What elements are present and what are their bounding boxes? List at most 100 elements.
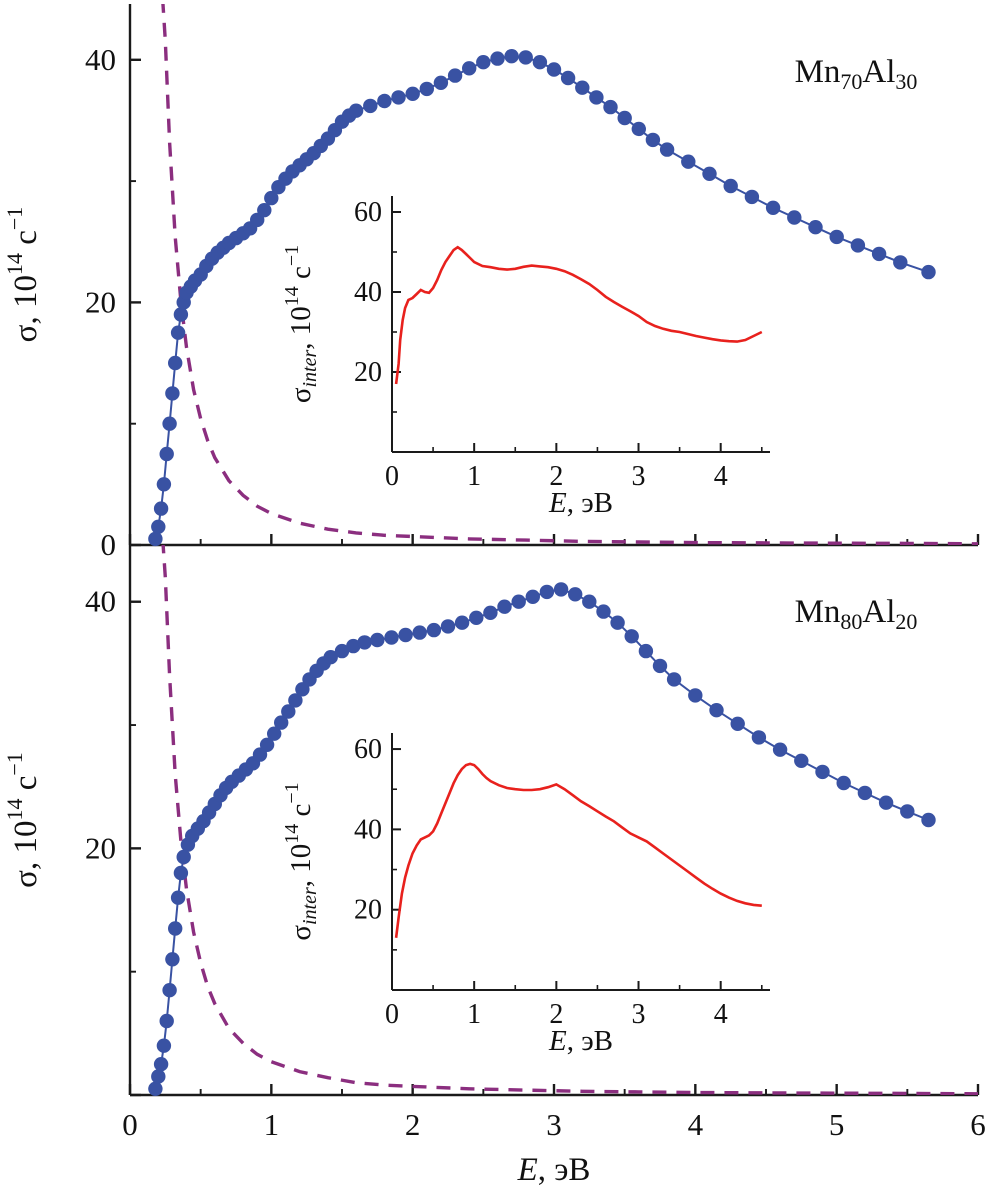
data-point (412, 625, 427, 640)
inset-x-tick-label: 3 (632, 461, 646, 492)
panel-title: Mn70Al30 (795, 54, 918, 94)
data-point (156, 1038, 172, 1053)
data-point (490, 51, 505, 66)
data-point (836, 775, 851, 791)
panel-bottom: 0 1 2 3 4 5 6 20 40 Mn80Al20 σ, 1014 с−1 0 1 2 3 4 20 40 6… (2, 545, 986, 1142)
data-point (370, 632, 385, 648)
data-point (681, 154, 696, 169)
data-point (165, 952, 180, 967)
data-point (617, 110, 632, 126)
data-point (497, 599, 512, 614)
data-point (281, 704, 296, 719)
data-point (257, 203, 272, 218)
data-point (596, 604, 611, 619)
inset-x-tick-label: 2 (549, 999, 563, 1030)
data-point (288, 693, 303, 708)
data-point (323, 650, 338, 665)
data-point (539, 584, 555, 600)
data-point (173, 865, 189, 881)
data-point (568, 587, 583, 602)
data-point (525, 589, 540, 604)
sigma-interband-curve (394, 762, 762, 938)
inset-x-axis-label: E, эВ (548, 487, 613, 519)
main-x-tick-label: 0 (122, 1107, 138, 1142)
data-point (440, 619, 456, 634)
data-point (560, 70, 576, 86)
main-y-tick-label: 40 (85, 584, 116, 619)
main-x-tick-label: 6 (970, 1107, 986, 1142)
data-point (168, 355, 183, 371)
data-point (454, 615, 470, 630)
data-point (426, 622, 442, 638)
data-point (170, 890, 186, 905)
sigma-experimental-curve (154, 588, 929, 1090)
data-point (829, 229, 844, 245)
data-point (921, 812, 936, 828)
inset-y-tick-label: 20 (354, 895, 382, 926)
data-point (532, 55, 548, 70)
data-point (176, 849, 191, 865)
data-point (688, 688, 703, 703)
data-point (153, 1057, 169, 1072)
data-point (751, 730, 767, 745)
inset-y-tick-label: 60 (354, 734, 382, 765)
inset-x-tick-label: 4 (714, 999, 728, 1030)
inset-x-tick-label: 2 (549, 461, 563, 492)
y-axis-label: σ, 1014 с−1 (2, 207, 44, 343)
data-point (274, 715, 289, 730)
data-point (744, 189, 760, 205)
data-point (348, 103, 364, 118)
data-point (553, 582, 569, 597)
drude-intraband-curve (161, 4, 978, 545)
inset-x-tick-label: 0 (385, 999, 399, 1030)
main-x-tick-label: 2 (405, 1107, 421, 1142)
data-point (264, 190, 279, 206)
data-point (151, 1069, 166, 1084)
data-point (151, 519, 166, 534)
data-point (624, 629, 639, 644)
data-point (462, 61, 477, 76)
data-point (857, 785, 873, 801)
data-point (346, 638, 361, 654)
data-point (765, 200, 781, 215)
data-point (878, 795, 894, 810)
inset-x-tick-label: 1 (467, 999, 481, 1030)
data-point (153, 501, 169, 516)
data-point (295, 682, 310, 697)
data-point (638, 643, 654, 659)
data-point (148, 531, 163, 547)
main-y-tick-label: 0 (101, 527, 117, 562)
data-point (405, 86, 420, 102)
data-point (267, 726, 282, 741)
data-point (850, 238, 866, 253)
data-point (645, 132, 661, 148)
data-point (702, 166, 717, 181)
data-point (808, 220, 823, 235)
data-point (162, 983, 177, 998)
sigma-interband-curve (394, 245, 763, 385)
inset-chart: 0 1 2 3 4 20 40 60 σinter, 1014 с−1 E, эВ (281, 196, 770, 519)
data-point (170, 325, 186, 340)
data-point (787, 210, 802, 225)
data-point (384, 630, 399, 645)
data-point (357, 635, 372, 650)
inset-x-axis-label: E, эВ (548, 1025, 613, 1057)
inset-y-tick-label: 60 (354, 197, 382, 228)
data-point (165, 386, 180, 401)
main-x-tick-label: 1 (264, 1107, 280, 1142)
sigma-experimental-curve (154, 55, 929, 540)
data-point (575, 80, 590, 95)
inset-x-tick-label: 1 (467, 461, 481, 492)
data-point (610, 615, 625, 630)
inset-x-tick-label: 0 (385, 461, 399, 492)
main-y-tick-label: 40 (85, 42, 116, 77)
data-point (518, 50, 533, 65)
data-point (162, 416, 177, 431)
inset-y-tick-label: 20 (354, 357, 382, 388)
inset-x-tick-label: 3 (632, 999, 646, 1030)
data-point (603, 99, 618, 115)
data-point (589, 90, 604, 105)
inset-chart: 0 1 2 3 4 20 40 60 σinter, 1014 с−1 E, эВ (281, 733, 770, 1057)
